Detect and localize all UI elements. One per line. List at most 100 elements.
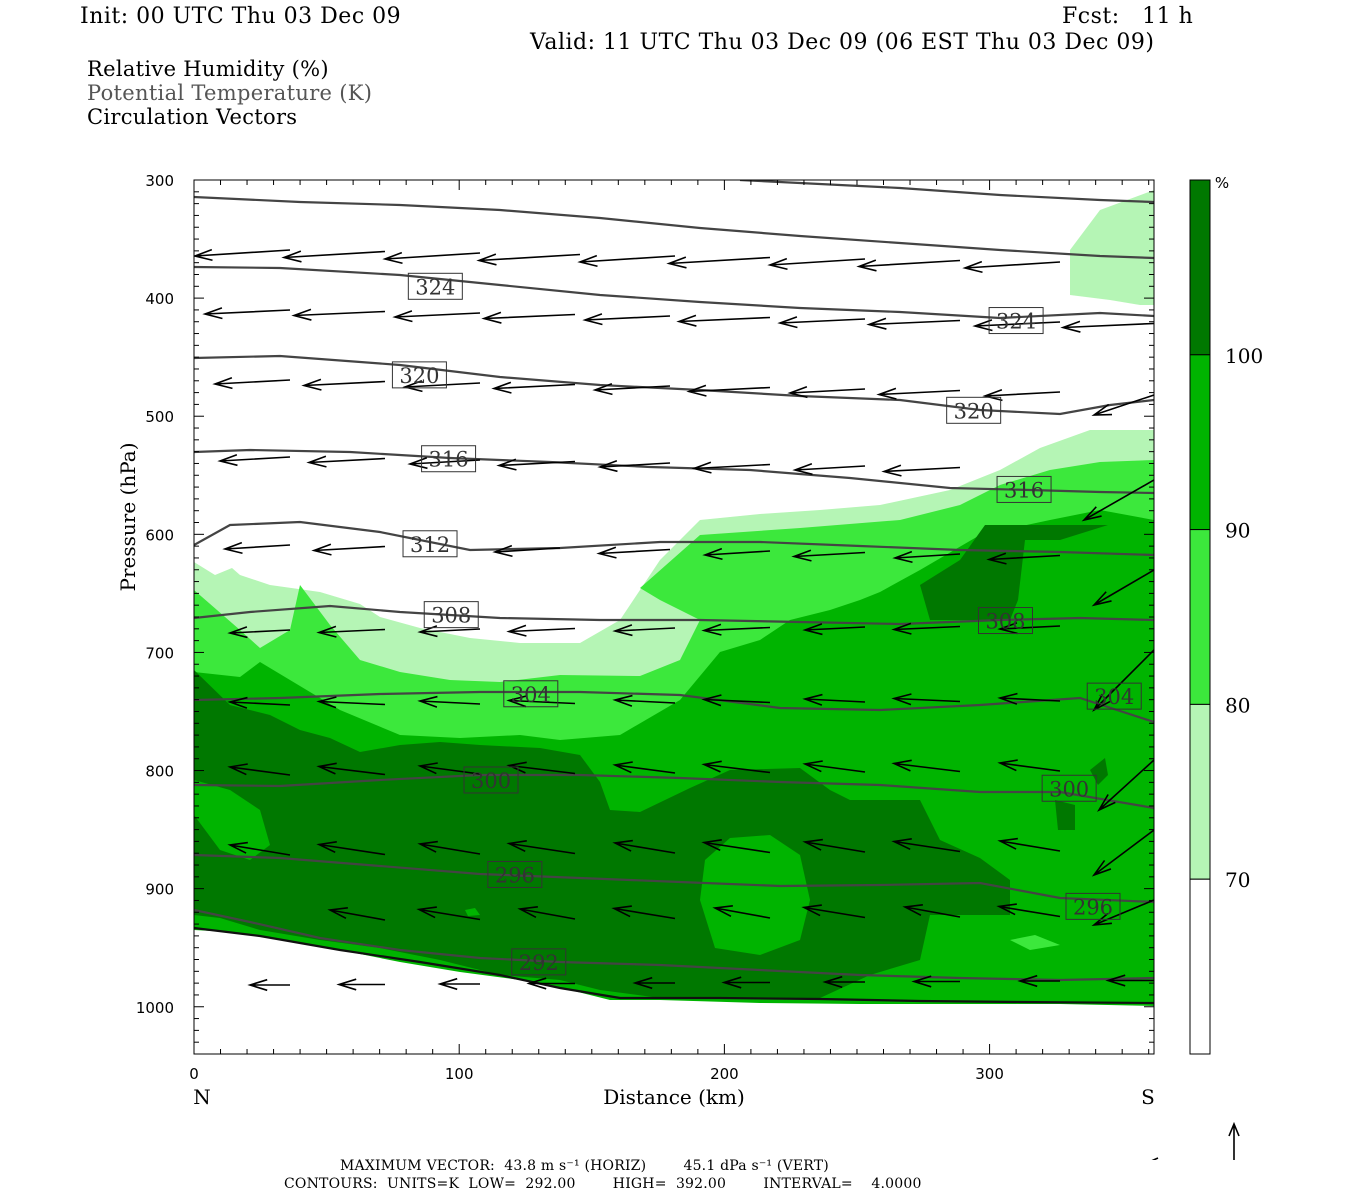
- circulation-vector: [301, 378, 386, 391]
- circulation-vector: [202, 307, 291, 320]
- theta-label-box: [391, 361, 447, 389]
- circulation-vector: [506, 840, 576, 855]
- circulation-vector: [902, 904, 961, 918]
- circulation-vector: [856, 259, 961, 272]
- footer-contours: CONTOURS: UNITS=K LOW= 292.00 HIGH= 392.…: [284, 1176, 922, 1192]
- colorbar-label: 70: [1225, 868, 1250, 892]
- theta-label-text: 312: [410, 533, 450, 557]
- circulation-vector: [866, 317, 961, 330]
- circulation-vector: [801, 904, 866, 919]
- theta-contour-label: 304: [503, 680, 559, 708]
- theta-label-text: 320: [954, 399, 994, 423]
- theta-label-text: 296: [495, 863, 535, 887]
- circulation-vector: [217, 453, 291, 467]
- circulation-vector: [316, 762, 386, 776]
- y-tick-label: 900: [145, 881, 174, 899]
- theta-contour-label: 320: [946, 396, 1002, 424]
- theta-contour-label: 312: [402, 530, 458, 558]
- x-tick-label: 0: [189, 1065, 199, 1083]
- circulation-vector: [997, 759, 1061, 772]
- circulation-vector: [506, 761, 576, 775]
- circulation-vector: [802, 623, 866, 636]
- circulation-vector: [476, 253, 581, 266]
- circulation-vector: [612, 839, 676, 854]
- theta-label-box: [503, 680, 559, 708]
- theta-label-box: [463, 766, 519, 794]
- theta-label-box: [1041, 774, 1097, 802]
- theta-contour-label: 292: [511, 948, 567, 976]
- circulation-vector: [194, 248, 291, 262]
- y-tick-label: 800: [145, 763, 174, 781]
- circulation-vector: [701, 839, 771, 854]
- vertical-reference-arrow: [1228, 1121, 1240, 1160]
- circulation-vector: [612, 694, 676, 707]
- theta-contour-label: 308: [977, 607, 1033, 635]
- colorbar-segment: [1189, 529, 1211, 705]
- y-tick-label: 400: [145, 290, 174, 308]
- circulation-vector: [767, 257, 866, 271]
- y-tick-label: 600: [145, 526, 174, 544]
- circulation-vector: [316, 841, 386, 856]
- circulation-vector: [701, 694, 771, 707]
- circulation-vector: [227, 696, 291, 709]
- theta-contour-line: [194, 520, 1154, 557]
- rh-region-70-80-upper: [1070, 190, 1154, 305]
- circulation-vector: [1092, 649, 1154, 712]
- circulation-vector: [791, 549, 866, 562]
- theta-label-text: 300: [471, 769, 511, 793]
- theta-label-text: 292: [519, 951, 559, 975]
- rh-region-90-100-patch: [700, 835, 810, 955]
- circulation-vector: [702, 547, 771, 561]
- circulation-vector: [691, 461, 771, 474]
- theta-contour-line: [194, 908, 1154, 982]
- theta-contour-line: [194, 926, 1154, 1005]
- circulation-vector: [611, 905, 676, 920]
- circulation-vector: [481, 311, 576, 324]
- circulation-vector: [316, 696, 386, 709]
- circulation-vector: [281, 250, 386, 263]
- theta-contour-line: [739, 180, 1154, 204]
- title-circulation-vectors: Circulation Vectors: [87, 105, 298, 129]
- colorbar-unit: %: [1215, 174, 1229, 192]
- circulation-vector: [227, 763, 291, 776]
- rh-region-100-small: [1055, 800, 1075, 830]
- theta-label-box: [423, 601, 479, 629]
- circulation-vector: [247, 978, 290, 992]
- circulation-vector: [891, 838, 961, 853]
- circulation-vector: [676, 314, 771, 327]
- theta-contour-label: 300: [463, 766, 519, 794]
- y-tick-label: 1000: [136, 999, 174, 1017]
- theta-contour-line: [194, 604, 1154, 626]
- theta-label-box: [1065, 892, 1121, 920]
- circulation-vector: [997, 692, 1061, 705]
- theta-label-box: [407, 272, 463, 300]
- circulation-vector: [612, 624, 676, 637]
- theta-contour-label: 308: [423, 601, 479, 629]
- x-tick-label: 200: [710, 1065, 739, 1083]
- circulation-vector: [1091, 829, 1154, 877]
- x-end-label-north: N: [193, 1085, 211, 1109]
- rh-region-80-90-patch: [1010, 935, 1060, 950]
- theta-label-text: 300: [1049, 777, 1089, 801]
- circulation-vector: [492, 544, 561, 558]
- circulation-vector: [597, 459, 671, 473]
- circulation-vector: [996, 903, 1061, 918]
- valid-time: Valid: 11 UTC Thu 03 Dec 09 (06 EST Thu …: [530, 30, 1155, 55]
- rh-region-90-100-left: [194, 780, 270, 860]
- title-relative-humidity: Relative Humidity (%): [87, 57, 329, 81]
- circulation-vector: [496, 458, 576, 471]
- circulation-vector: [876, 387, 961, 400]
- circulation-vector: [1105, 974, 1154, 987]
- theta-label-box: [402, 530, 458, 558]
- circulation-vector: [792, 462, 866, 476]
- forecast-hour: Fcst: 11 h: [1062, 4, 1194, 29]
- theta-label-box: [421, 445, 477, 473]
- circulation-vector: [212, 377, 291, 390]
- circulation-vector: [1017, 974, 1060, 988]
- x-tick-label: 300: [975, 1065, 1004, 1083]
- circulation-vector: [1060, 320, 1154, 333]
- colorbar-segment: [1189, 878, 1211, 1055]
- circulation-vector: [1096, 759, 1154, 812]
- footer-max-vector: MAXIMUM VECTOR: 43.8 m s⁻¹ (HORIZ) 45.1 …: [340, 1158, 829, 1174]
- circulation-vector: [311, 543, 386, 556]
